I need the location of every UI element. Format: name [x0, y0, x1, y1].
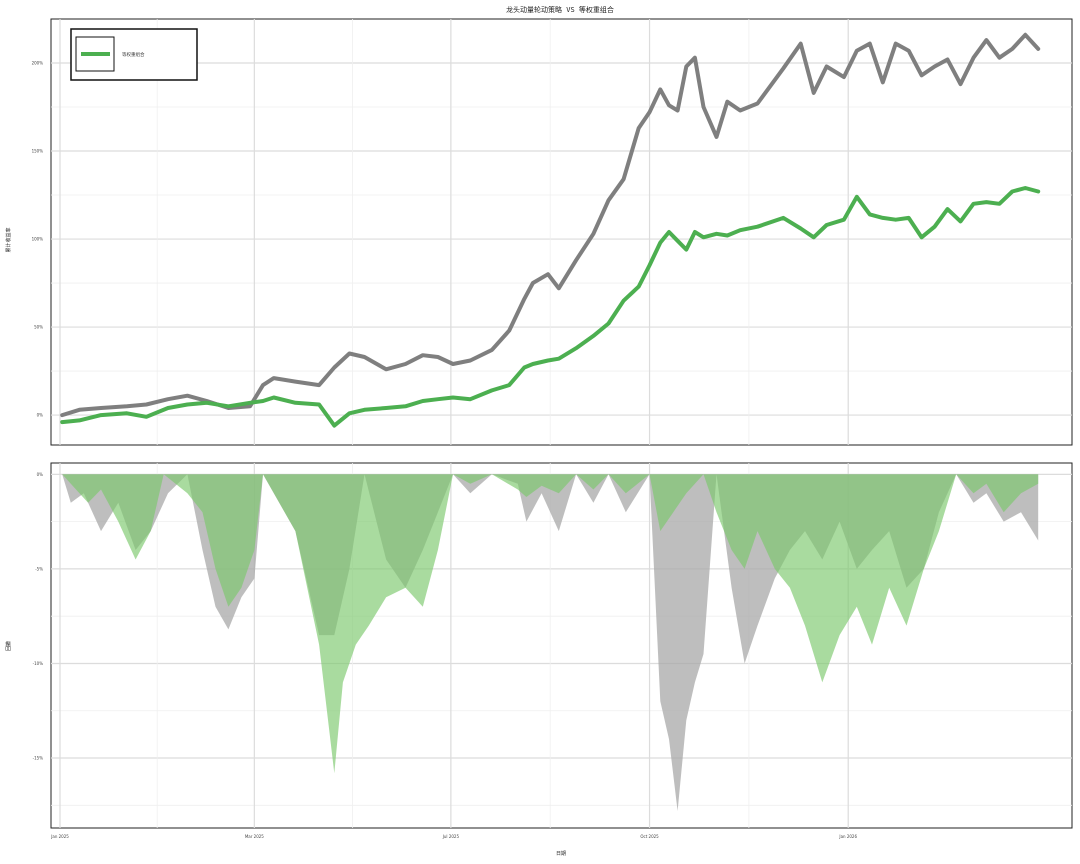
y-tick-label: 0%	[37, 413, 44, 418]
drawdown-panel: 0% -5% -10% -15% Jan 2025 Mar 2025 Jul 2025 Oc…	[5, 462, 1073, 857]
top-panel-frame	[50, 18, 1073, 446]
top-grid	[51, 19, 1072, 445]
x-axis-ticks: Jan 2025 Mar 2025 Jul 2025 Oct 2025 Jan 2026	[50, 834, 857, 839]
x-tick-label: Jan 2025	[50, 834, 69, 839]
x-axis-label: 日期	[556, 851, 566, 857]
top-y-axis-label: 累计收益率	[5, 227, 12, 252]
equal-weight-drawdown-area	[62, 474, 1039, 774]
bottom-y-axis-label: 回撤	[5, 641, 12, 651]
x-tick-label: Jan 2026	[838, 834, 857, 839]
y-tick-label: 100%	[32, 237, 44, 242]
bottom-y-ticks: 0% -5% -10% -15%	[33, 472, 44, 761]
y-tick-label: 200%	[32, 61, 44, 66]
y-tick-label: -15%	[33, 756, 44, 761]
x-tick-label: Oct 2025	[640, 834, 659, 839]
bottom-series-areas	[62, 474, 1039, 811]
equal-weight-line	[60, 186, 1041, 428]
top-series-lines	[60, 32, 1041, 428]
x-tick-label: Jul 2025	[442, 834, 460, 839]
y-tick-label: -10%	[33, 661, 44, 666]
top-y-ticks: 0% 50% 100% 150% 200%	[32, 61, 44, 418]
legend: 等权重组合	[70, 28, 198, 81]
cumulative-return-panel: 0% 50% 100% 150% 200% 累计收益率 等权重组合	[5, 18, 1073, 446]
y-tick-label: 150%	[32, 149, 44, 154]
chart-title: 龙头动量轮动策略 VS 等权重组合	[506, 5, 614, 14]
y-tick-label: 0%	[37, 472, 44, 477]
y-tick-label: 50%	[34, 325, 43, 330]
x-tick-label: Mar 2025	[245, 834, 264, 839]
legend-label-equal-weight: 等权重组合	[122, 51, 145, 58]
y-tick-label: -5%	[35, 566, 43, 571]
strategy-line	[60, 32, 1041, 418]
